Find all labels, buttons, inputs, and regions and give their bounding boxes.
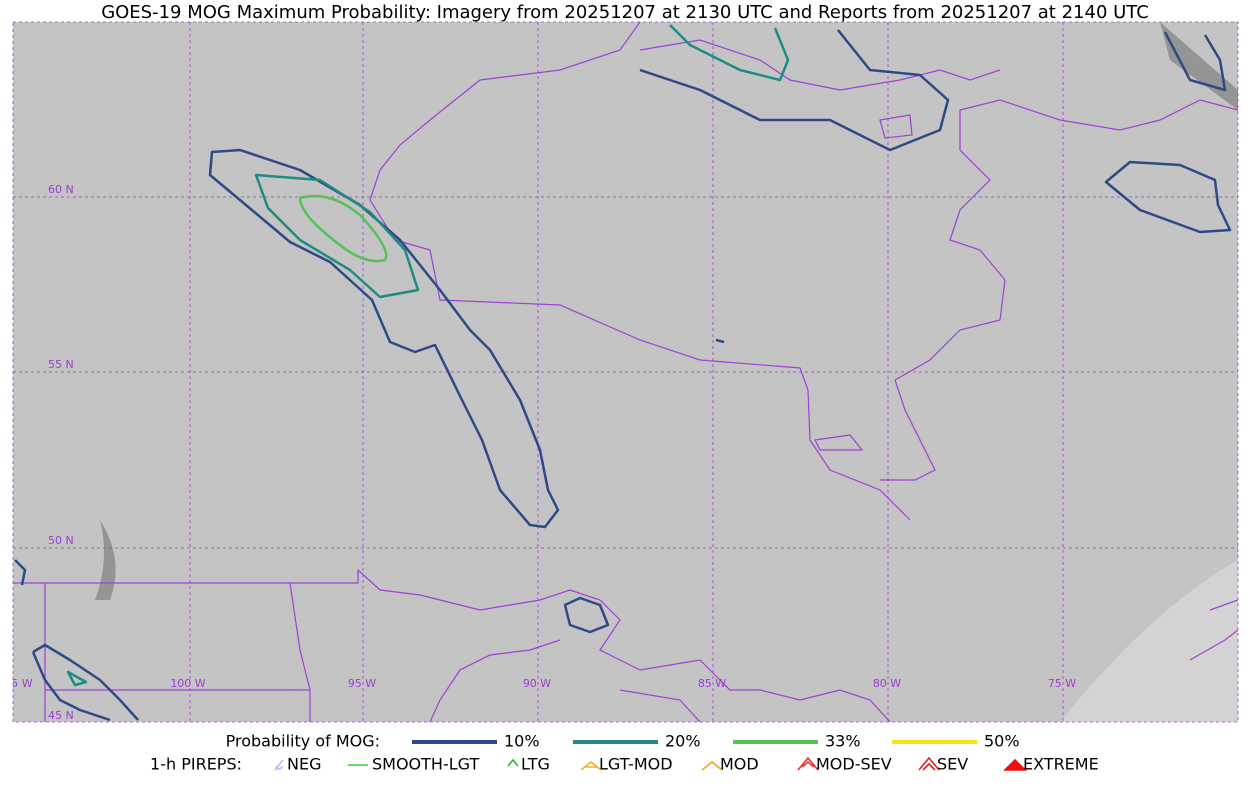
map: 60 N 55 N 50 N 45 N 105 W 100 W 95 W 90 … — [0, 22, 1238, 722]
lon-label: 100 W — [170, 677, 205, 690]
grid-labels: 60 N 55 N 50 N 45 N 105 W 100 W 95 W 90 … — [0, 183, 1076, 722]
legend-label: 33% — [825, 732, 861, 751]
legend-label: NEG — [287, 755, 321, 774]
legend-title: 1-h PIREPS: — [150, 755, 242, 774]
lon-label: 80 W — [873, 677, 901, 690]
legend: Probability of MOG: 1-h PIREPS: 10% 20% 33… — [150, 732, 1099, 774]
legend-label: LGT-MOD — [599, 755, 673, 774]
legend-label: 20% — [665, 732, 701, 751]
lon-label: 85 W — [698, 677, 726, 690]
legend-label: SEV — [937, 755, 968, 774]
coastlines — [13, 22, 1238, 722]
lon-label: 95 W — [348, 677, 376, 690]
legend-label: MOD — [720, 755, 759, 774]
lon-label: 105 W — [0, 677, 33, 690]
legend-label: LTG — [521, 755, 550, 774]
lat-label: 50 N — [48, 534, 74, 547]
legend-title: Probability of MOG: — [226, 732, 380, 751]
lat-label: 60 N — [48, 183, 74, 196]
legend-label: SMOOTH-LGT — [372, 755, 479, 774]
map-border — [12, 21, 1239, 723]
lat-label: 45 N — [48, 709, 74, 722]
legend-label: EXTREME — [1023, 755, 1099, 774]
lat-lon-grid — [13, 22, 1238, 722]
legend-icon — [1003, 758, 1027, 771]
mog-contours — [14, 24, 1232, 722]
legend-label: 50% — [984, 732, 1020, 751]
lon-label: 75 W — [1048, 677, 1076, 690]
lon-label: 90 W — [523, 677, 551, 690]
legend-icon — [918, 756, 940, 771]
legend-icon — [701, 760, 723, 771]
title: GOES-19 MOG Maximum Probability: Imagery… — [101, 2, 1149, 23]
legend-icon — [507, 758, 519, 767]
lat-label: 55 N — [48, 358, 74, 371]
legend-icon — [797, 756, 819, 771]
bright-cloud — [1060, 560, 1238, 722]
legend-label: 10% — [504, 732, 540, 751]
legend-label: MOD-SEV — [816, 755, 892, 774]
legend-icon — [580, 760, 602, 771]
legend-icon — [274, 759, 284, 771]
